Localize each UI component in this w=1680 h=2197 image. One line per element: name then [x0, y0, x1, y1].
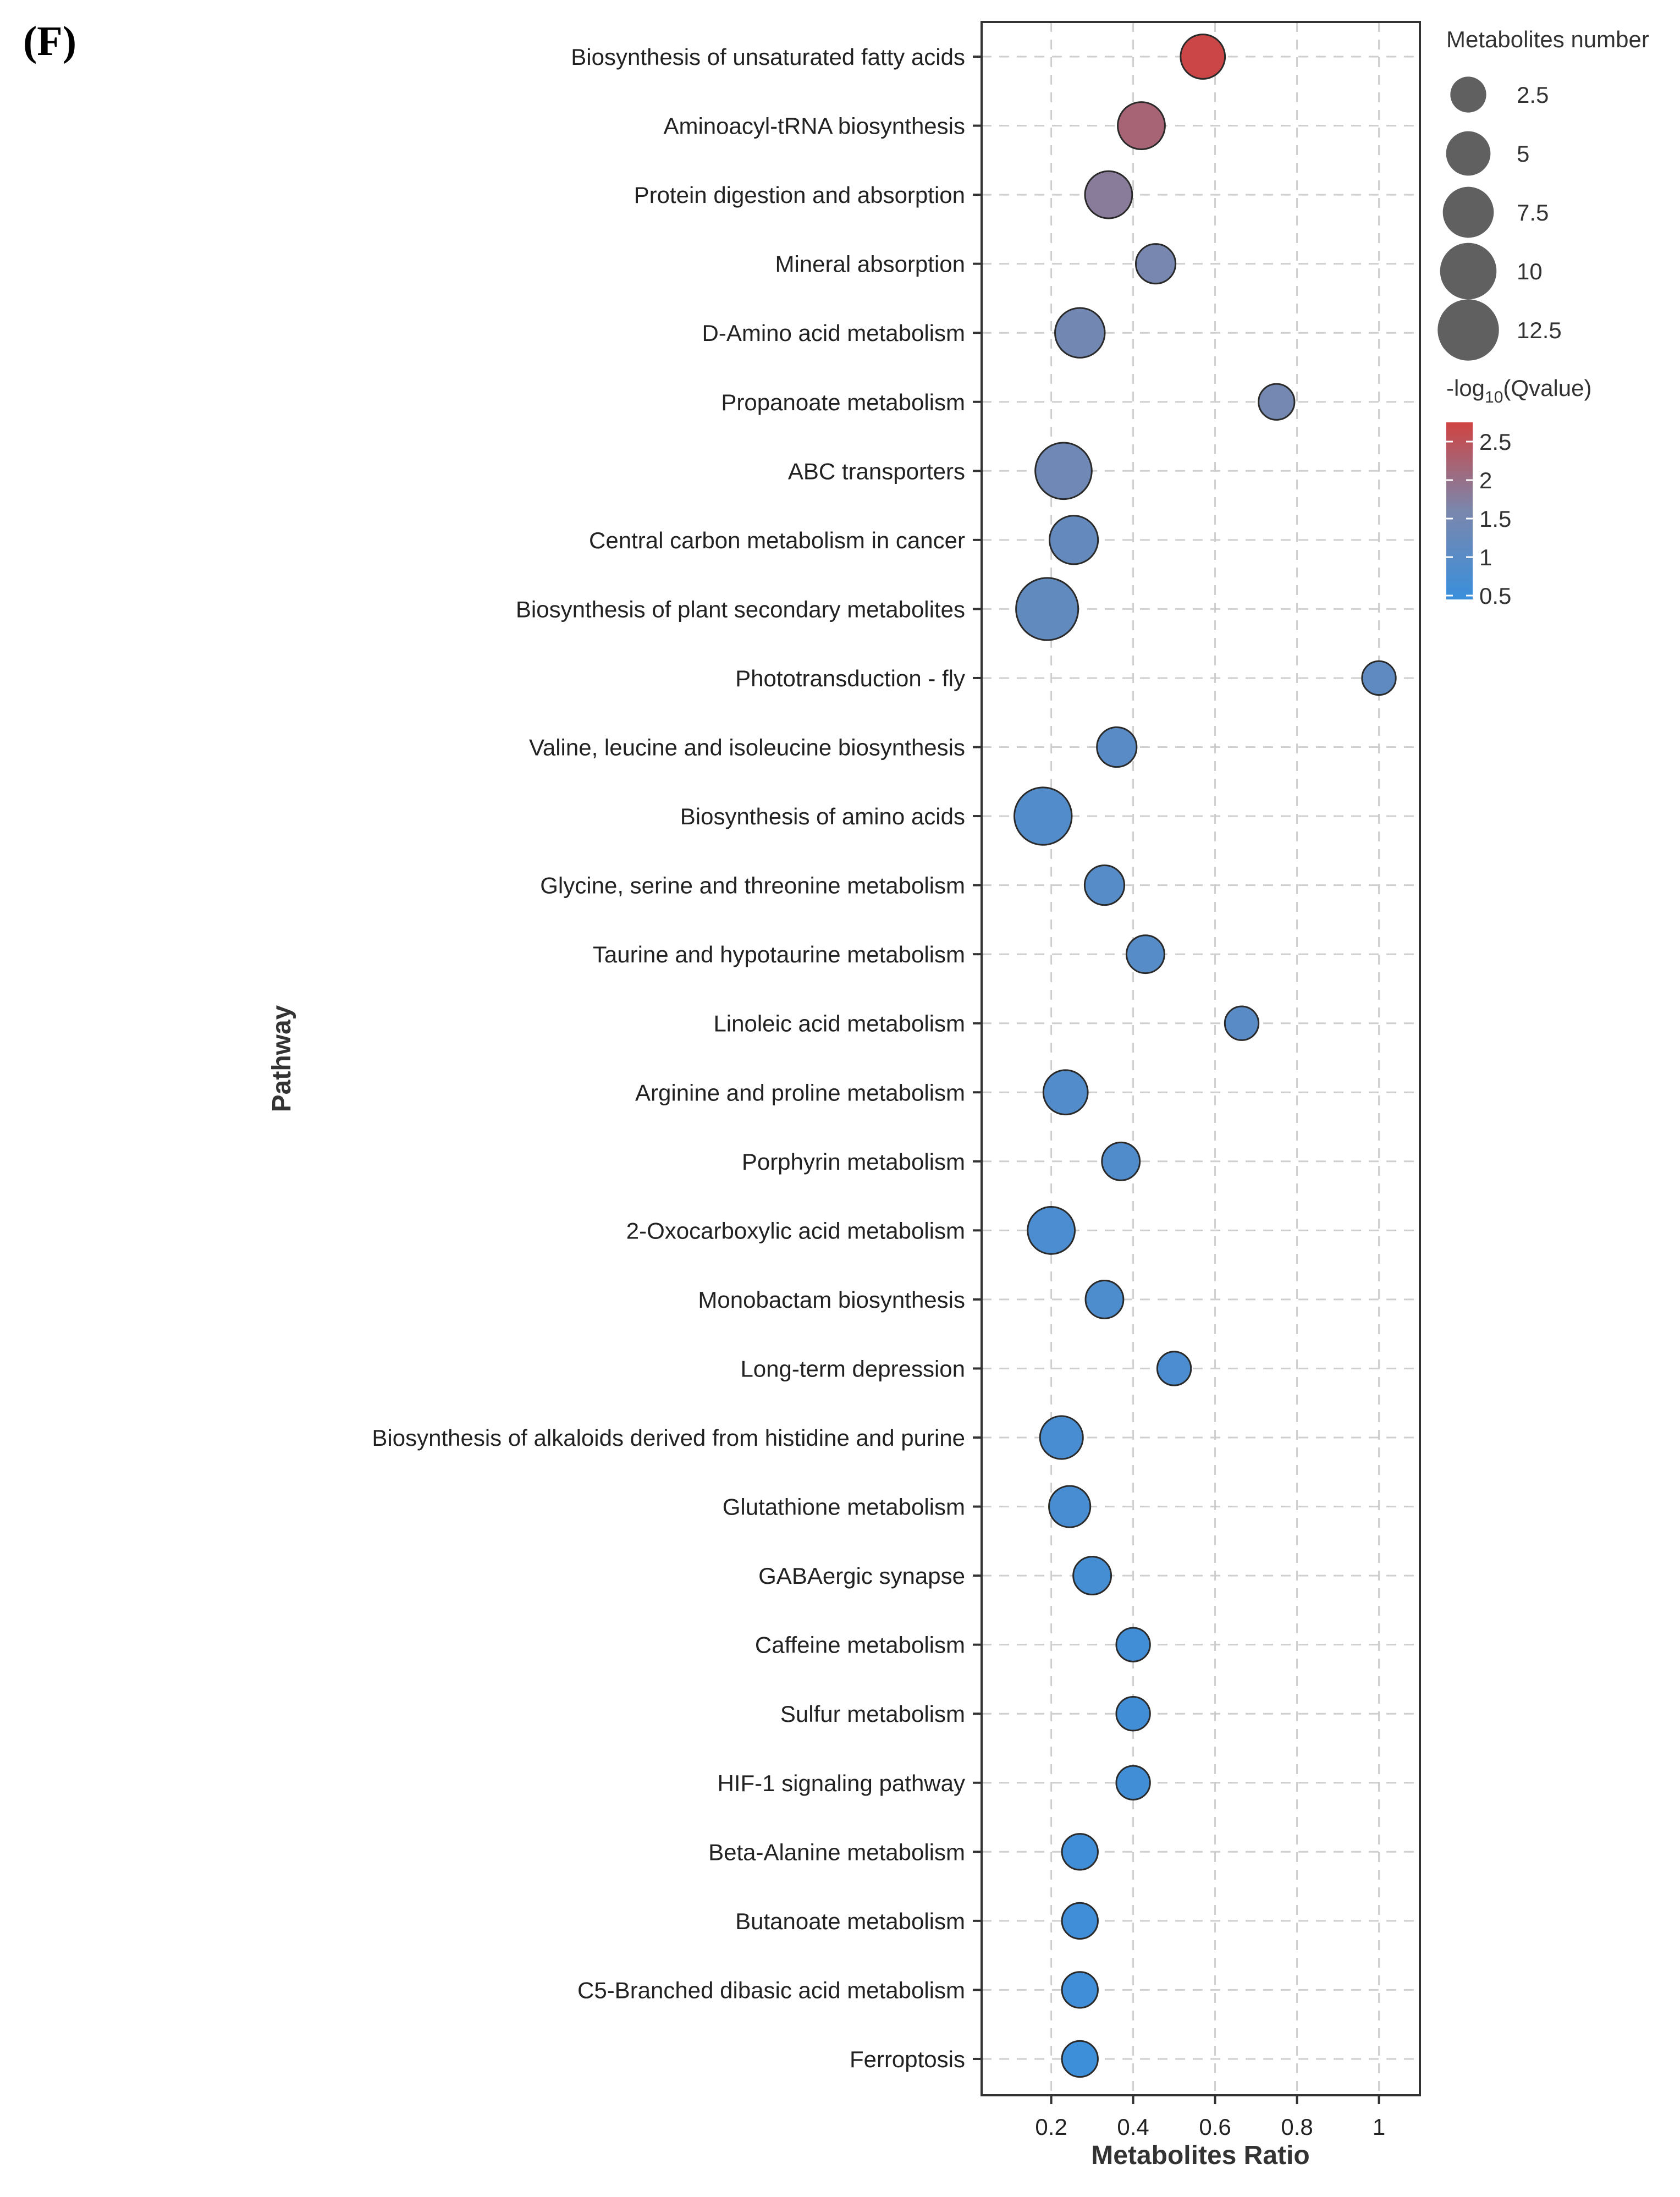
pathway-labels: Biosynthesis of unsaturated fatty acids A… — [372, 44, 982, 2072]
pathway-label: D-Amino acid metabolism — [702, 320, 966, 346]
bubble — [1115, 1765, 1151, 1800]
color-legend-label: 2 — [1479, 467, 1492, 493]
bubble — [1117, 101, 1166, 150]
bubble — [1061, 1902, 1099, 1940]
size-legend-circle — [1440, 243, 1497, 300]
pathway-label: 2-Oxocarboxylic acid metabolism — [626, 1218, 965, 1243]
bubble — [1013, 786, 1073, 846]
bubble — [1101, 1141, 1141, 1181]
pathway-label: HIF-1 signaling pathway — [717, 1770, 965, 1796]
bubble — [1027, 1205, 1076, 1255]
color-legend-label: 2.5 — [1479, 429, 1511, 455]
size-legend-label: 2.5 — [1517, 82, 1549, 108]
pathway-label: Butanoate metabolism — [735, 1908, 965, 1934]
pathway-label: Glutathione metabolism — [723, 1494, 965, 1520]
bubble — [1096, 726, 1138, 768]
pathway-label: Phototransduction - fly — [735, 665, 965, 691]
pathway-label: Biosynthesis of amino acids — [680, 803, 965, 829]
pathway-label: Sulfur metabolism — [780, 1701, 965, 1727]
color-legend-label: 1 — [1479, 544, 1492, 570]
x-axis-title: Metabolites Ratio — [1091, 2141, 1309, 2170]
pathway-label: Valine, leucine and isoleucine biosynthe… — [529, 735, 965, 761]
pathway-label: Glycine, serine and threonine metabolism — [540, 873, 965, 899]
bubbles — [1013, 34, 1397, 2078]
size-legend-label: 10 — [1517, 258, 1543, 284]
pathway-label: Biosynthesis of alkaloids derived from h… — [372, 1425, 965, 1451]
bubble — [1361, 660, 1397, 696]
size-legend-label: 5 — [1517, 141, 1529, 167]
size-legend: Metabolites number 2.5 5 7.5 10 12.5 — [1437, 26, 1649, 361]
vertical-gridlines — [1050, 22, 1380, 2095]
bubble — [1180, 34, 1226, 80]
color-legend-title: -log10(Qvalue) — [1446, 375, 1591, 406]
x-tick-label: 1 — [1373, 2114, 1385, 2140]
pathway-label: Monobactam biosynthesis — [698, 1287, 965, 1313]
bubble — [1115, 1696, 1151, 1732]
bubble — [1224, 1005, 1260, 1041]
x-tick-label: 0.2 — [1035, 2114, 1067, 2140]
bubble — [1084, 170, 1133, 219]
pathway-label: ABC transporters — [788, 458, 965, 484]
panel-label: (F) — [23, 18, 76, 64]
bubble — [1039, 1415, 1084, 1460]
pathway-label: Aminoacyl-tRNA biosynthesis — [663, 113, 965, 139]
bubble — [1034, 442, 1093, 500]
pathway-label: Beta-Alanine metabolism — [708, 1839, 965, 1865]
bubble — [1258, 383, 1296, 421]
pathway-label: Ferroptosis — [850, 2046, 965, 2072]
pathway-label: Mineral absorption — [775, 251, 965, 277]
color-legend-label: 1.5 — [1479, 506, 1511, 532]
pathway-label: Protein digestion and absorption — [634, 182, 965, 208]
pathway-label: Long-term depression — [740, 1356, 965, 1381]
bubble — [1049, 515, 1099, 565]
color-legend: -log10(Qvalue) 2.5 2 1.5 1 0.5 — [1446, 375, 1591, 609]
bubble — [1115, 1627, 1151, 1662]
x-tick-label: 0.8 — [1281, 2114, 1313, 2140]
pathway-label: Arginine and proline metabolism — [635, 1080, 965, 1105]
bubble — [1134, 243, 1177, 285]
pathway-label: Caffeine metabolism — [755, 1632, 965, 1658]
bubble — [1156, 1351, 1192, 1386]
y-axis-title: Pathway — [267, 1005, 296, 1112]
pathway-label: Linoleic acid metabolism — [713, 1011, 965, 1037]
bubble — [1072, 1556, 1112, 1596]
horizontal-gridlines — [982, 56, 1420, 2060]
bubble — [1061, 2040, 1099, 2078]
pathway-label: Propanoate metabolism — [721, 389, 965, 415]
bubble — [1042, 1069, 1089, 1116]
size-legend-title: Metabolites number — [1446, 26, 1649, 52]
bubble — [1126, 934, 1165, 974]
size-legend-label: 12.5 — [1517, 317, 1562, 343]
bubble — [1084, 1279, 1125, 1319]
pathway-label: Porphyrin metabolism — [742, 1149, 965, 1175]
pathway-label: GABAergic synapse — [758, 1563, 965, 1589]
x-tick-label: 0.4 — [1117, 2114, 1149, 2140]
pathway-label: Biosynthesis of plant secondary metaboli… — [516, 596, 965, 622]
x-tick-label: 0.6 — [1199, 2114, 1231, 2140]
size-legend-circle — [1442, 186, 1494, 238]
bubble — [1083, 865, 1126, 906]
bubble — [1061, 1971, 1099, 2009]
pathway-label: Taurine and hypotaurine metabolism — [593, 941, 965, 967]
bubble — [1015, 577, 1079, 641]
size-legend-circle — [1437, 299, 1499, 361]
x-axis-ticks: 0.2 0.4 0.6 0.8 1 — [1035, 2095, 1385, 2140]
color-legend-label: 0.5 — [1479, 583, 1511, 609]
color-bar — [1446, 422, 1473, 599]
pathway-label: C5-Branched dibasic acid metabolism — [577, 1977, 965, 2003]
pathway-label: Biosynthesis of unsaturated fatty acids — [571, 44, 965, 70]
size-legend-circle — [1450, 76, 1486, 113]
size-legend-label: 7.5 — [1517, 200, 1549, 225]
bubble — [1061, 1833, 1099, 1871]
bubble — [1054, 307, 1106, 359]
size-legend-circle — [1446, 131, 1491, 176]
bubble — [1048, 1485, 1092, 1528]
pathway-label: Central carbon metabolism in cancer — [589, 527, 965, 553]
plot-frame — [981, 21, 1421, 2096]
